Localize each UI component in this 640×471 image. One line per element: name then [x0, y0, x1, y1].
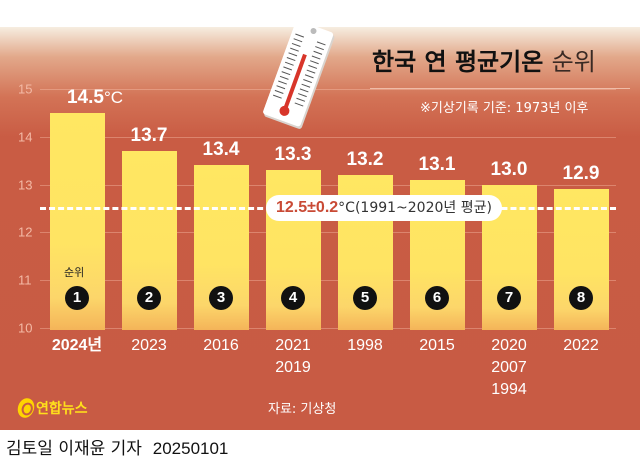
x-axis-label: 2021 2019 — [253, 335, 333, 379]
credit-date: 20250101 — [152, 439, 229, 458]
x-axis-label: 1998 — [325, 335, 405, 357]
bar-value: 13.0 — [490, 158, 528, 180]
bar-value: 13.4 — [202, 139, 240, 161]
year-label: 2020 — [491, 337, 527, 354]
average-label: 12.5±0.2°C(1991~2020년 평균) — [266, 195, 502, 221]
credit-authors: 김토일 이재윤 기자 — [6, 439, 142, 459]
bar-value-label: 13.1 — [392, 154, 482, 176]
year-label: 2007 — [491, 359, 527, 376]
title-suffix: 순위 — [551, 48, 596, 76]
y-tick-label: 14 — [18, 129, 33, 145]
bar-value-label: 13.2 — [320, 149, 410, 171]
year-label: 2021 — [275, 337, 311, 354]
gridline — [40, 280, 616, 282]
bar-value: 13.3 — [274, 144, 312, 166]
bar-value: 13.2 — [346, 149, 384, 171]
y-tick-label: 15 — [18, 81, 33, 97]
bar-value-label: 13.0 — [464, 159, 554, 181]
rank-badge: 7 — [497, 286, 521, 310]
bar-value: 14.5 — [66, 86, 104, 108]
rank-badge: 3 — [209, 286, 233, 310]
bar-value: 12.9 — [562, 163, 600, 185]
bar-value-label: 14.5°C — [50, 87, 140, 109]
average-value: 12.5±0.2 — [276, 199, 339, 216]
bar-value: 13.7 — [130, 125, 168, 147]
year-label: 2023 — [131, 337, 167, 354]
rank-badge: 5 — [353, 286, 377, 310]
title-main: 한국 연 평균기온 — [372, 48, 544, 76]
rank-badge: 1 — [65, 286, 89, 310]
logo-text: 연합뉴스 — [36, 401, 88, 417]
source-label: 자료: 기상청 — [268, 402, 337, 417]
year-label: 2024년 — [51, 337, 103, 354]
gridline — [40, 136, 616, 138]
x-axis-label: 2015 — [397, 335, 477, 357]
gridline — [40, 184, 616, 186]
bar-value-label: 13.7 — [104, 125, 194, 147]
chart-title: 한국 연 평균기온 순위 — [372, 42, 596, 77]
thermometer-icon — [263, 20, 335, 129]
gridline — [40, 232, 616, 234]
rank-badge: 4 — [281, 286, 305, 310]
bar-value-label: 13.4 — [176, 139, 266, 161]
title-divider — [370, 88, 630, 89]
rank-label: 순위 — [64, 266, 85, 279]
x-axis-label: 2024년 — [37, 335, 117, 357]
y-tick-label: 13 — [18, 177, 33, 193]
record-basis-note: ※기상기록 기준: 1973년 이후 — [420, 101, 589, 116]
year-label: 2016 — [203, 337, 239, 354]
bar-value-label: 13.3 — [248, 144, 338, 166]
rank-badge: 8 — [569, 286, 593, 310]
yonhap-logo: 연합뉴스 — [15, 395, 88, 421]
gridline — [40, 89, 616, 90]
year-label: 2019 — [275, 359, 311, 376]
x-axis-label: 2020 2007 1994 — [469, 335, 549, 401]
year-label: 1998 — [347, 337, 383, 354]
rank-badge: 6 — [425, 286, 449, 310]
x-axis-label: 2022 — [541, 335, 621, 357]
y-tick-label: 12 — [18, 224, 33, 240]
year-label: 2022 — [563, 337, 599, 354]
year-label: 2015 — [419, 337, 455, 354]
x-axis-label: 2023 — [109, 335, 189, 357]
rank-badge: 2 — [137, 286, 161, 310]
y-tick-label: 10 — [18, 320, 33, 336]
yonhap-logo-icon — [15, 395, 37, 421]
y-tick-label: 11 — [18, 272, 32, 288]
average-unit: °C — [338, 200, 355, 216]
bar-unit: °C — [103, 87, 124, 107]
average-period: (1991~2020년 평균) — [354, 200, 492, 216]
year-label: 1994 — [491, 381, 527, 398]
bar-value: 13.1 — [418, 153, 456, 175]
bar-value-label: 12.9 — [536, 163, 626, 185]
byline: 김토일 이재윤 기자 20250101 — [6, 434, 228, 459]
gridline — [40, 328, 616, 329]
x-axis-label: 2016 — [181, 335, 261, 357]
